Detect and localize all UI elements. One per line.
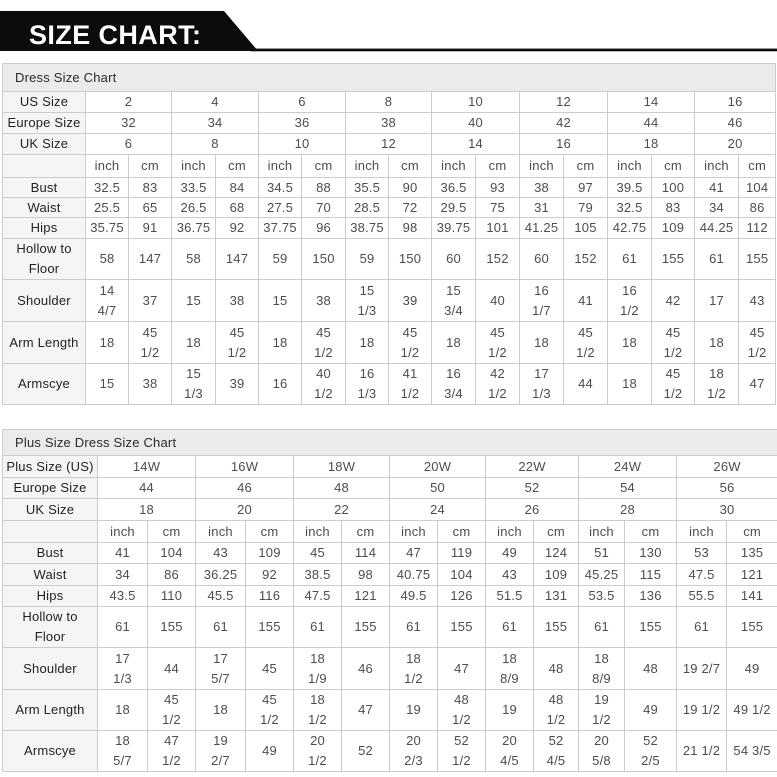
svg-text:SIZE CHART:: SIZE CHART:	[29, 20, 201, 50]
